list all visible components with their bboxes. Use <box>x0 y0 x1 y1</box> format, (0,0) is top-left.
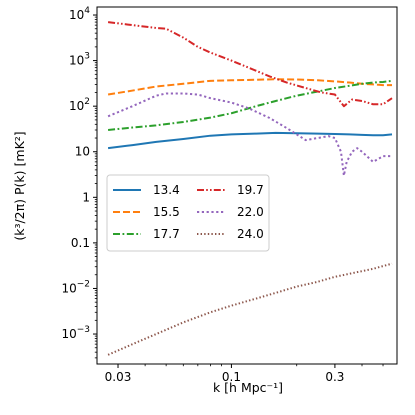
legend-label-2: 17.7 <box>153 227 180 241</box>
plot-frame <box>96 6 398 365</box>
x-tick-label-2: 0.3 <box>325 370 344 384</box>
x-axis-title: k [h Mpc⁻¹] <box>213 380 283 395</box>
ticks: 0.03 0.1 0.3 10−3 10−2 0.1 1 10 102 103 104 <box>61 6 384 384</box>
series-line-4 <box>107 92 392 177</box>
series-line-2 <box>107 79 393 131</box>
legend-label-4: 22.0 <box>237 205 264 219</box>
y-tick-label-4: 10 <box>75 145 90 159</box>
y-tick-label-3: 1 <box>82 190 90 204</box>
legend-box <box>106 174 270 252</box>
legend-label-3: 19.7 <box>237 183 264 197</box>
series-line-3 <box>107 21 393 108</box>
series-line-5 <box>107 262 393 356</box>
y-tick-label-6: 103 <box>69 52 90 68</box>
legend-label-1: 15.5 <box>153 205 180 219</box>
y-axis-title: (k³/2π) P(k) [mK²] <box>12 131 27 240</box>
series-line-0 <box>107 131 393 150</box>
legend: 13.4 15.5 17.7 19.7 22.0 24.0 <box>106 174 270 252</box>
y-tick-label-2: 0.1 <box>71 236 90 250</box>
y-tick-label-7: 104 <box>69 6 90 22</box>
y-tick-label-5: 102 <box>69 97 90 113</box>
axes <box>96 6 398 365</box>
y-tick-label-0: 10−3 <box>61 325 90 341</box>
legend-label-0: 13.4 <box>153 183 180 197</box>
legend-label-5: 24.0 <box>237 227 264 241</box>
x-tick-label-0: 0.03 <box>105 370 132 384</box>
plot-area <box>107 21 393 356</box>
x-tick-label-1: 0.1 <box>222 370 241 384</box>
y-tick-label-1: 10−2 <box>61 279 90 295</box>
